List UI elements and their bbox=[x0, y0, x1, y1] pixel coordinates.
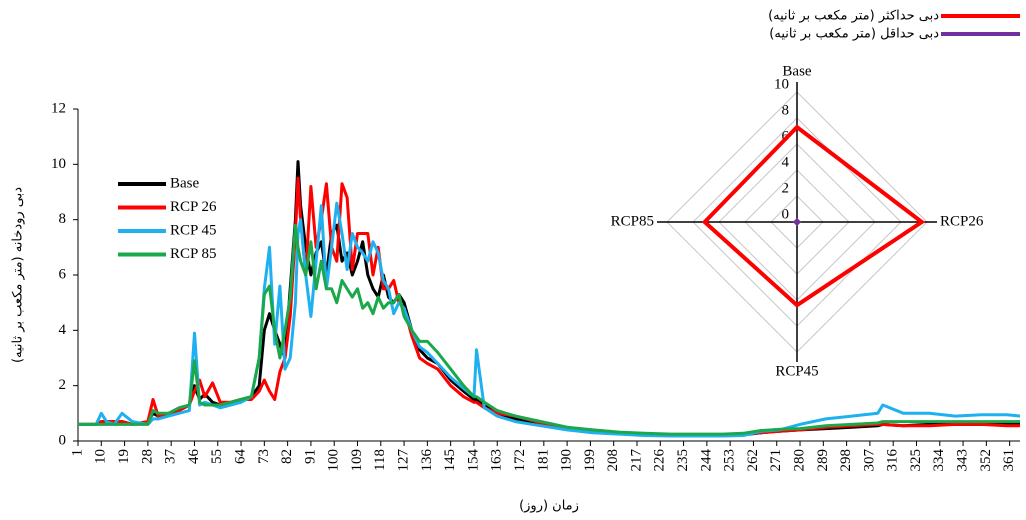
x-tick-label: 118 bbox=[372, 449, 388, 471]
x-tick-label: 64 bbox=[232, 449, 248, 465]
line-series bbox=[78, 223, 1020, 436]
x-tick-label: 334 bbox=[931, 449, 947, 472]
legend-label: دبی حداکثر (متر مکعب بر ثانیه) bbox=[768, 9, 939, 24]
radar-category: RCP85 bbox=[611, 213, 654, 229]
radar-category: RCP45 bbox=[775, 363, 818, 379]
x-tick-label: 253 bbox=[722, 449, 738, 472]
y-tick-label: 8 bbox=[59, 211, 67, 227]
x-tick-label: 316 bbox=[885, 449, 901, 472]
line-series bbox=[78, 176, 1020, 437]
y-axis-label: دبی رودخانه (متر مکعب بر ثانیه) bbox=[11, 187, 26, 363]
r-tick-label: 8 bbox=[782, 102, 790, 118]
x-tick-label: 82 bbox=[279, 449, 295, 464]
x-tick-label: 235 bbox=[675, 449, 691, 472]
y-tick-label: 10 bbox=[51, 156, 66, 172]
x-tick-label: 208 bbox=[605, 449, 621, 472]
x-tick-label: 217 bbox=[628, 449, 644, 472]
x-tick-label: 181 bbox=[535, 449, 551, 472]
x-tick-label: 91 bbox=[302, 449, 318, 464]
r-tick-label: 0 bbox=[782, 206, 790, 222]
x-tick-label: 190 bbox=[559, 449, 575, 472]
x-tick-label: 280 bbox=[791, 449, 807, 472]
x-tick-label: 298 bbox=[838, 449, 854, 472]
x-tick-label: 127 bbox=[396, 449, 412, 472]
x-tick-label: 262 bbox=[745, 449, 761, 472]
x-tick-label: 28 bbox=[139, 449, 155, 464]
x-tick-label: 289 bbox=[815, 449, 831, 472]
x-tick-label: 244 bbox=[698, 449, 714, 472]
x-tick-label: 343 bbox=[955, 449, 971, 472]
x-tick-label: 19 bbox=[116, 449, 132, 464]
x-tick-label: 46 bbox=[186, 449, 202, 465]
x-tick-label: 136 bbox=[419, 449, 435, 472]
x-axis-label: زمان (روز) bbox=[519, 499, 579, 514]
radar-series bbox=[792, 217, 802, 227]
x-tick-label: 1 bbox=[69, 449, 85, 457]
y-tick-label: 0 bbox=[59, 432, 67, 448]
legend-label: RCP 26 bbox=[170, 199, 217, 215]
radar-category: Base bbox=[782, 63, 812, 79]
x-tick-label: 145 bbox=[442, 449, 458, 472]
x-tick-label: 325 bbox=[908, 449, 924, 472]
legend-label: Base bbox=[170, 175, 200, 191]
x-tick-label: 163 bbox=[489, 449, 505, 472]
x-tick-label: 199 bbox=[582, 449, 598, 472]
y-tick-label: 6 bbox=[59, 266, 67, 282]
r-tick-label: 10 bbox=[774, 76, 789, 92]
x-tick-label: 100 bbox=[326, 449, 342, 472]
x-tick-label: 154 bbox=[465, 449, 481, 472]
x-tick-label: 55 bbox=[209, 449, 225, 464]
legend-label: دبی حداقل (متر مکعب بر ثانیه) bbox=[769, 27, 939, 42]
x-tick-label: 109 bbox=[349, 449, 365, 472]
x-tick-label: 352 bbox=[978, 449, 994, 472]
line-series bbox=[78, 160, 1020, 437]
radar-series bbox=[701, 124, 926, 308]
r-tick-label: 4 bbox=[782, 154, 790, 170]
x-tick-label: 307 bbox=[861, 449, 877, 472]
radar-category: RCP26 bbox=[940, 213, 984, 229]
x-tick-label: 271 bbox=[768, 449, 784, 472]
legend-label: RCP 85 bbox=[170, 246, 217, 262]
x-tick-label: 172 bbox=[512, 449, 528, 472]
legend-label: RCP 45 bbox=[170, 222, 217, 238]
y-tick-label: 4 bbox=[59, 322, 67, 338]
x-tick-label: 10 bbox=[93, 449, 109, 464]
y-tick-label: 12 bbox=[51, 100, 66, 116]
y-tick-label: 2 bbox=[59, 377, 67, 393]
r-tick-label: 2 bbox=[782, 180, 790, 196]
x-tick-label: 361 bbox=[1001, 449, 1017, 472]
x-tick-label: 73 bbox=[256, 449, 272, 464]
x-tick-label: 37 bbox=[163, 449, 179, 465]
x-tick-label: 226 bbox=[652, 449, 668, 472]
